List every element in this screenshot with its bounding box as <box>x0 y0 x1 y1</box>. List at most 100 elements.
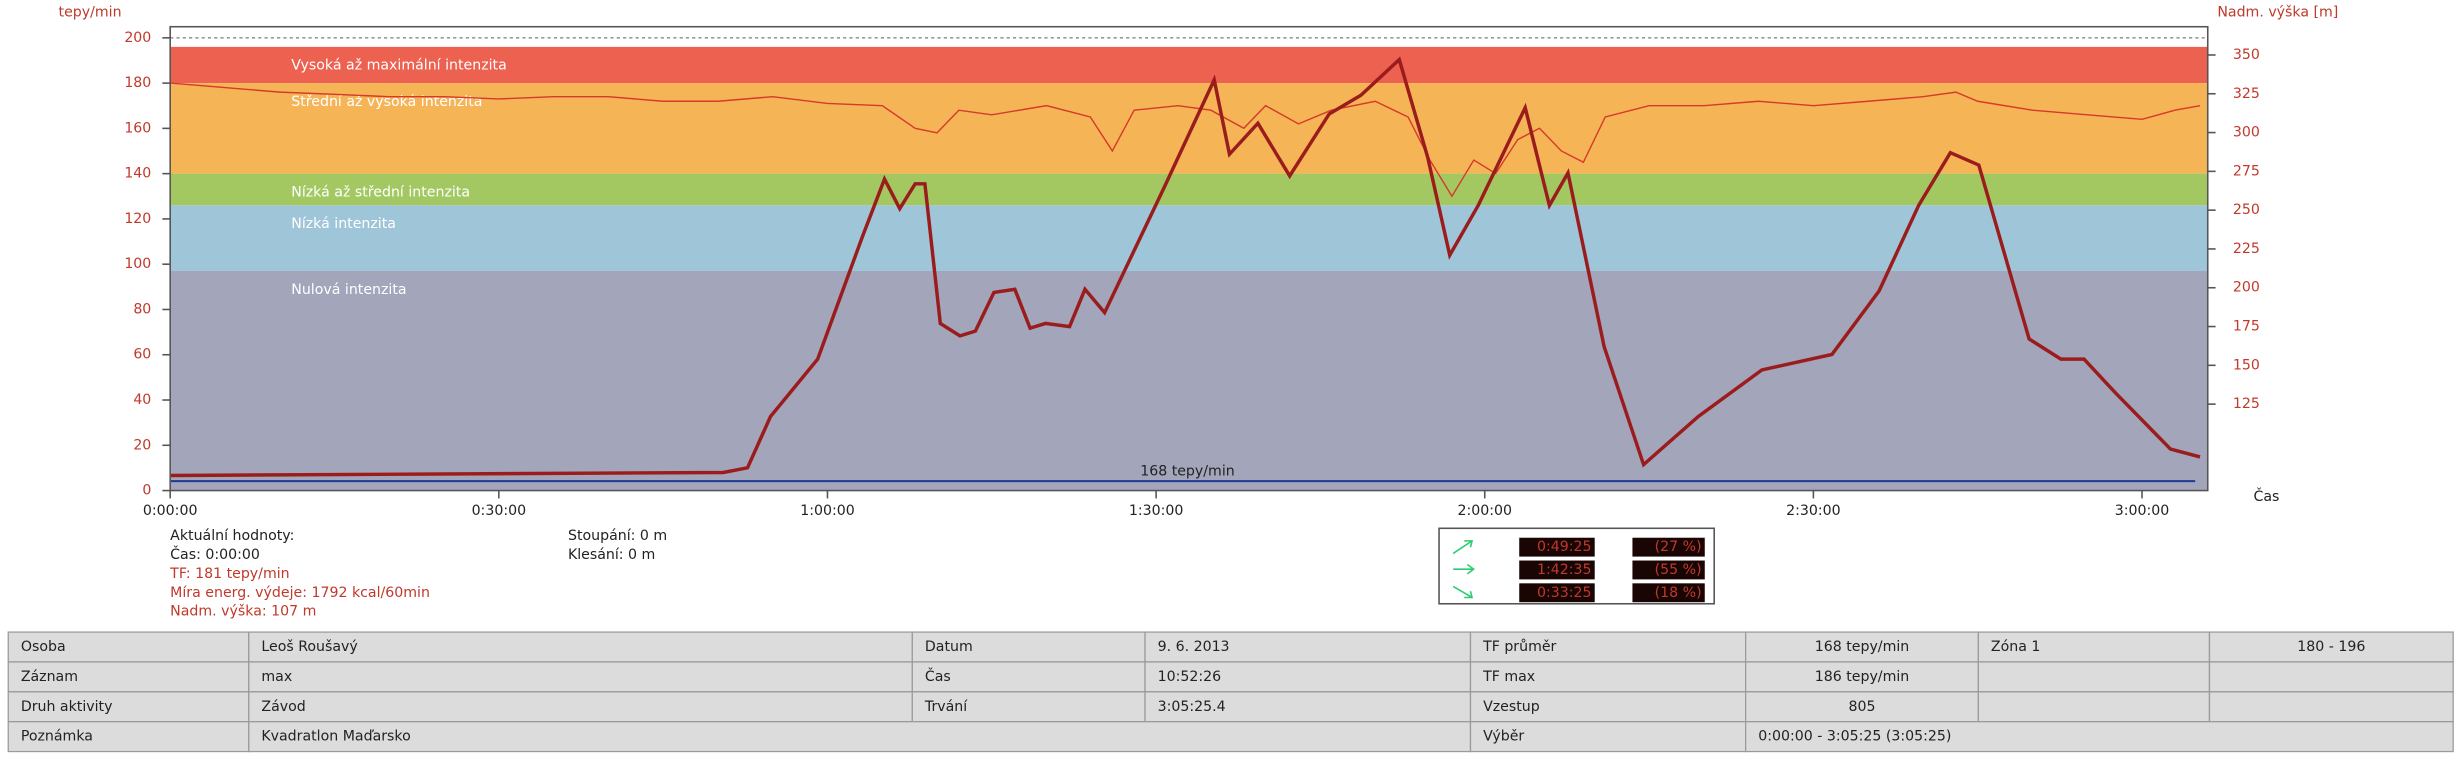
y-tick-label: 20 <box>133 437 151 453</box>
table-text: Kvadratlon Maďarsko <box>261 729 410 745</box>
zone-label: Nízká intenzita <box>291 216 396 232</box>
x-tick-label: 0:00:00 <box>143 503 198 519</box>
zone-time: 1:42:35 <box>1537 562 1592 578</box>
time-cell <box>1519 583 1595 603</box>
zone-arrow <box>1452 540 1474 555</box>
time-cell <box>1632 583 1705 603</box>
zone-label: Vysoká až maximální intenzita <box>291 58 507 74</box>
table-cell <box>248 661 913 693</box>
table-cell <box>1469 721 1747 753</box>
table-cell <box>1144 691 1472 723</box>
zone-band <box>170 205 2208 271</box>
table-text: Poznámka <box>21 729 93 745</box>
table-text: Datum <box>925 639 973 655</box>
table-text: Záznam <box>21 669 78 685</box>
y2-tick-label: 350 <box>2233 47 2260 63</box>
y2-tick-label: 200 <box>2233 280 2260 296</box>
y2-tick-label: 325 <box>2233 86 2260 102</box>
y-tick-label: 60 <box>133 347 151 363</box>
zone-share: (18 %) <box>1655 585 1702 601</box>
info-text: Stoupání: 0 m <box>568 528 667 544</box>
table-cell <box>1977 691 2211 723</box>
table-text: Trvání <box>924 699 968 715</box>
table-text: 0:00:00 - 3:05:25 (3:05:25) <box>1758 729 1951 745</box>
y-tick-label: 0 <box>142 483 151 499</box>
x-tick-label: 2:30:00 <box>1786 503 1841 519</box>
series-line <box>170 82 2201 198</box>
zone-time: 0:33:25 <box>1537 585 1592 601</box>
table-cell <box>2208 631 2454 663</box>
table-cell <box>1469 631 1747 663</box>
time-cell <box>1632 560 1705 580</box>
plot-frame <box>169 25 2209 492</box>
x-axis-label: Čas <box>2254 487 2280 505</box>
average-label: 168 tepy/min <box>1140 464 1235 480</box>
table-text: Osoba <box>21 639 66 655</box>
table-cell <box>1977 661 2211 693</box>
table-text: Čas <box>925 667 951 685</box>
table-text: Závod <box>261 699 305 715</box>
x-tick-label: 2:00:00 <box>1457 503 1512 519</box>
y-tick-label: 180 <box>124 75 151 91</box>
table-text: TF průměr <box>1482 639 1556 655</box>
table-text: 3:05:25.4 <box>1158 699 1226 715</box>
info-text: Aktuální hodnoty: <box>170 528 294 544</box>
table-cell <box>1144 661 1472 693</box>
x-tick-label: 1:30:00 <box>1129 503 1184 519</box>
table-cell <box>911 691 1146 723</box>
y-tick-label: 80 <box>133 301 151 317</box>
table-cell <box>248 631 913 663</box>
table-cell <box>2208 661 2454 693</box>
zone-share: (27 %) <box>1655 539 1702 555</box>
y-tick-label: 160 <box>124 120 151 136</box>
table-text: 168 tepy/min <box>1815 639 1910 655</box>
y2-tick-label: 300 <box>2233 125 2260 141</box>
table-text: 805 <box>1848 699 1875 715</box>
y2-tick-label: 250 <box>2233 202 2260 218</box>
table-text: max <box>261 669 292 685</box>
y-tick-label: 120 <box>124 211 151 227</box>
y2-tick-label: 225 <box>2233 241 2260 257</box>
info-text: Klesání: 0 m <box>568 547 655 563</box>
x-tick-label: 3:00:00 <box>2115 503 2170 519</box>
zone-label: Nulová intenzita <box>291 282 406 298</box>
y2-tick-label: 125 <box>2233 396 2260 412</box>
y-axis-label: tepy/min <box>59 5 122 21</box>
table-cell <box>7 631 250 663</box>
y2-axis-label: Nadm. výška [m] <box>2217 5 2338 21</box>
table-text: Zóna 1 <box>1991 639 2040 655</box>
zone-label: Nízká až střední intenzita <box>291 185 470 201</box>
table-cell <box>2208 691 2454 723</box>
info-text: Čas: 0:00:00 <box>170 545 260 563</box>
info-text: Nadm. výška: 107 m <box>170 604 316 620</box>
zone-arrow <box>1452 585 1474 599</box>
table-cell <box>248 691 913 723</box>
zone-time: 0:49:25 <box>1537 539 1592 555</box>
table-text: 10:52:26 <box>1158 669 1222 685</box>
zone-arrow <box>1453 563 1475 575</box>
table-text: Vzestup <box>1483 699 1540 715</box>
zone-label: Střední až vysoká intenzita <box>291 94 482 110</box>
time-cell <box>1632 537 1705 557</box>
table-cell <box>1469 661 1747 693</box>
table-text: TF max <box>1482 669 1535 685</box>
table-text: 9. 6. 2013 <box>1158 639 1230 655</box>
table-text: Leoš Roušavý <box>261 639 357 655</box>
table-text: Výběr <box>1483 729 1524 745</box>
table-cell <box>248 721 1472 753</box>
zone-share: (55 %) <box>1655 562 1702 578</box>
info-text: Míra energ. výdeje: 1792 kcal/60min <box>170 585 430 601</box>
table-text: Druh aktivity <box>21 699 113 715</box>
y-tick-label: 140 <box>124 166 151 182</box>
x-tick-label: 1:00:00 <box>800 503 855 519</box>
table-text: 186 tepy/min <box>1815 669 1910 685</box>
zone-band <box>170 173 2208 206</box>
table-text: 180 - 196 <box>2297 639 2365 655</box>
time-cell <box>1519 537 1595 557</box>
y2-tick-label: 275 <box>2233 163 2260 179</box>
y-tick-label: 100 <box>124 256 151 272</box>
table-cell <box>7 691 250 723</box>
y2-tick-label: 175 <box>2233 319 2260 335</box>
y-tick-label: 40 <box>133 392 151 408</box>
